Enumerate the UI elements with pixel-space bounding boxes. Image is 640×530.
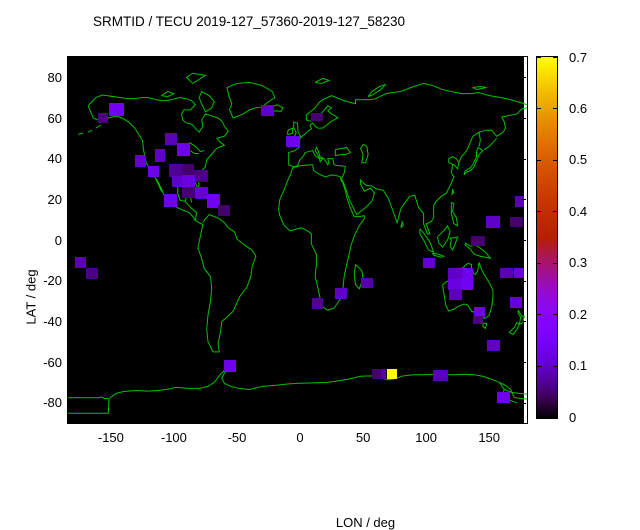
coastline [156, 179, 162, 191]
right-axis-tick [521, 199, 526, 201]
coastline [452, 189, 454, 194]
coastline [432, 253, 443, 257]
colorbar-tick-label: 0 [569, 409, 577, 425]
coastline [473, 86, 487, 89]
coastline [449, 108, 527, 169]
map-background [68, 57, 524, 423]
colorbar-tick [553, 262, 557, 264]
coastline [420, 229, 434, 252]
right-axis-tick [521, 158, 526, 160]
colorbar-tick [553, 159, 557, 161]
coastline [227, 82, 275, 118]
x-tick-label: 100 [415, 430, 437, 445]
colorbar-tick [537, 159, 541, 161]
coastline [96, 125, 101, 128]
colorbar-tick [537, 417, 541, 418]
coastline [335, 147, 350, 155]
right-axis-tick [521, 240, 526, 241]
coastline [484, 138, 497, 149]
colorbar-tick [537, 314, 541, 316]
x-axis-title: LON / deg [335, 515, 396, 530]
y-tick-label: -80 [43, 395, 62, 411]
coastline [78, 133, 83, 134]
coastline [499, 382, 527, 394]
x-tick-label: 150 [478, 430, 501, 445]
colorbar-tick [553, 211, 557, 213]
coastline [451, 202, 457, 225]
y-tick-label: 0 [54, 232, 62, 248]
y-tick-label: -60 [43, 354, 62, 370]
colorbar-tick-label: 0.7 [569, 49, 588, 65]
coastline [361, 144, 369, 162]
right-axis-tick [521, 118, 526, 119]
coastline [161, 92, 174, 97]
y-tick-label: -40 [43, 313, 62, 329]
colorbar-tick-label: 0.4 [569, 203, 588, 219]
colorbar-tick-label: 0.1 [569, 358, 588, 374]
coastline [450, 237, 458, 250]
chart-title: SRMTID / TECU 2019-127_57360-2019-127_58… [93, 14, 405, 29]
coastline [88, 130, 92, 132]
coastline [190, 151, 199, 154]
coastline [294, 122, 301, 138]
colorbar-tick [553, 417, 557, 418]
x-tick-label: -100 [160, 430, 187, 445]
coastline [287, 128, 292, 135]
coastline [443, 262, 493, 318]
right-axis-tick [521, 362, 526, 363]
gnuplot-heatmap-window: { "title": "SRMTID / TECU 2019-127_57360… [23, 14, 588, 530]
coastline [354, 264, 363, 288]
world-map-canvas [68, 57, 527, 423]
coastline [189, 142, 204, 151]
coastline [68, 397, 108, 399]
colorbar [536, 56, 558, 419]
colorbar-tick [553, 108, 557, 110]
coastline [315, 78, 329, 83]
coastline [518, 310, 524, 324]
right-axis-tick [521, 77, 526, 79]
right-axis-tick [521, 402, 526, 404]
x-tick-label: -150 [97, 430, 124, 445]
colorbar-tick-label: 0.2 [569, 306, 588, 322]
colorbar-tick [553, 314, 557, 316]
colorbar-tick [537, 108, 541, 110]
right-axis-tick [521, 321, 526, 323]
x-tick-label: -50 [227, 430, 247, 445]
colorbar-tick-label: 0.3 [569, 255, 588, 271]
x-tick-label: 50 [355, 430, 371, 445]
y-tick-label: -20 [43, 273, 62, 289]
coastline [289, 96, 454, 234]
coastline [437, 226, 450, 247]
coastline [368, 84, 386, 96]
coastline [279, 165, 365, 310]
colorbar-tick-label: 0.5 [569, 152, 588, 168]
colorbar-tick [553, 365, 557, 367]
coastline [483, 323, 487, 328]
y-tick-label: 80 [47, 69, 62, 85]
colorbar-tick [537, 365, 541, 367]
colorbar-tick-label: 0.6 [569, 100, 588, 116]
colorbar-tick [537, 211, 541, 213]
colorbar-tick [537, 262, 541, 264]
coastline [401, 222, 404, 228]
y-tick-label: 40 [47, 151, 62, 167]
y-tick-label: 60 [47, 110, 62, 126]
colorbar-tick [553, 57, 557, 58]
coastline [198, 215, 256, 352]
coastline [88, 95, 228, 201]
y-tick-label: 20 [47, 191, 62, 207]
right-axis-tick [521, 280, 526, 282]
coastline [464, 147, 483, 174]
coastline [68, 399, 109, 414]
coastline [479, 132, 480, 146]
coastline [199, 92, 214, 112]
x-tick-label: 0 [296, 430, 304, 445]
coastline [509, 322, 519, 334]
coastline [332, 83, 527, 104]
colorbar-tick [537, 57, 541, 58]
coastline [109, 369, 527, 399]
map-plot-area: LAT / deg LON / deg [24, 56, 528, 530]
coastline [187, 73, 206, 83]
